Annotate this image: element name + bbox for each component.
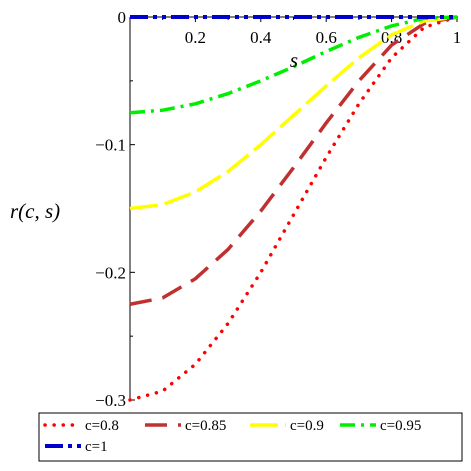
y-axis: 0 −0.1 −0.2 −0.3 (95, 8, 135, 410)
x-tick-label: 0.2 (185, 28, 206, 47)
series-line-3 (129, 15, 458, 211)
plot-area (128, 15, 459, 402)
legend-label-5: c=1 (85, 439, 108, 455)
x-axis-title: s (290, 48, 298, 72)
y-tick-label: −0.2 (95, 263, 126, 282)
legend-label-2: c=0.85 (185, 418, 226, 434)
x-tick-label: 0.6 (316, 28, 337, 47)
legend-box (38, 412, 463, 462)
y-tick-label: −0.3 (95, 391, 126, 410)
legend-label-4: c=0.95 (380, 418, 421, 434)
y-axis-title: r(c, s) (10, 199, 60, 223)
legend: c=0.8 c=0.85 c=0.9 c=0.95 c=1 (38, 412, 463, 462)
y-tick-label: −0.1 (95, 136, 126, 155)
legend-label-1: c=0.8 (85, 418, 119, 434)
series-line-4 (129, 15, 458, 115)
y-tick-label: 0 (118, 8, 127, 27)
series-line-2 (129, 15, 458, 306)
x-tick-label: 0.4 (250, 28, 272, 47)
x-axis: 0.2 0.4 0.6 0.8 1 (130, 16, 462, 47)
x-tick-label: 1 (453, 28, 462, 47)
series-line-1 (128, 15, 459, 402)
legend-label-3: c=0.9 (290, 418, 324, 434)
